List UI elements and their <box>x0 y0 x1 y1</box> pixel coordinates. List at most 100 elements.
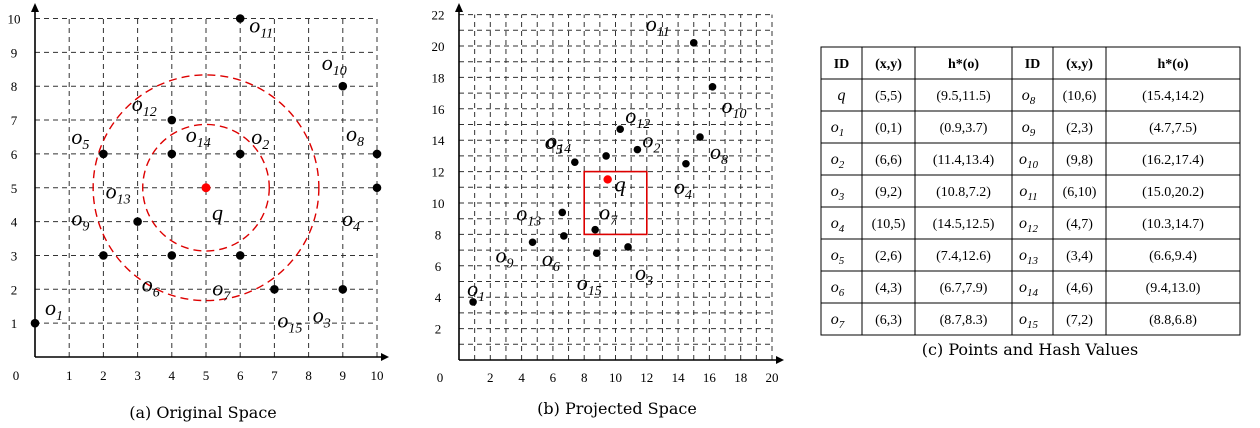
table-cell: (9.4,13.0) <box>1146 281 1201 296</box>
y-tick-label: 2 <box>11 282 18 297</box>
x-axis-arrow <box>381 353 389 361</box>
label-o8: o8 <box>710 139 728 168</box>
id-subscript: 6 <box>839 287 845 299</box>
y-tick-label: 8 <box>11 79 18 94</box>
table-cell: (0,1) <box>875 121 902 136</box>
label-subscript: 12 <box>143 105 157 120</box>
label-base: o <box>342 206 353 231</box>
id-subscript: 7 <box>839 319 845 331</box>
label-o1: o1 <box>45 295 63 324</box>
label-o9: o9 <box>496 242 514 271</box>
table-cell: (16.2,17.4) <box>1142 153 1204 168</box>
query-point <box>603 175 612 184</box>
point-o11 <box>689 39 698 47</box>
y-tick-label: 3 <box>11 248 18 263</box>
table-id-cell: q <box>838 87 846 104</box>
table-id-cell: o12 <box>1019 215 1039 235</box>
label-subscript: 7 <box>223 289 231 304</box>
point-o8 <box>372 149 382 159</box>
label-o10: o10 <box>322 50 347 79</box>
point-o9 <box>528 238 537 247</box>
label-o5: o5 <box>545 129 563 158</box>
label-o5: o5 <box>71 124 89 153</box>
table-cell: (15.0,20.2) <box>1142 185 1204 200</box>
query-box <box>583 170 648 236</box>
x-tick-label: 5 <box>203 368 210 383</box>
y-tick-label: 18 <box>432 70 445 85</box>
point-o10 <box>708 83 717 91</box>
label-subscript: 14 <box>197 136 211 151</box>
table-cell: (9,2) <box>875 185 902 200</box>
point-o4 <box>682 159 690 168</box>
point-o15 <box>270 285 279 294</box>
y-tick-label: 10 <box>8 12 21 27</box>
x-tick-label: 8 <box>305 368 312 383</box>
id-subscript: 1 <box>839 127 845 139</box>
point-o10 <box>338 81 348 91</box>
x-tick-label: 2 <box>100 368 107 383</box>
x-tick-label: 6 <box>237 368 244 383</box>
label-base: o <box>106 179 117 204</box>
table-cell: (8.7,8.3) <box>940 313 988 328</box>
id-subscript: 5 <box>839 255 845 267</box>
label-base: o <box>346 121 357 146</box>
x-tick-label: 3 <box>134 368 141 383</box>
label-base: o <box>635 260 646 285</box>
table-id-cell: o9 <box>1022 119 1036 139</box>
table-id-cell: o4 <box>831 215 845 235</box>
label-o6: o6 <box>542 246 560 275</box>
x-tick-label: 1 <box>66 368 73 383</box>
y-tick-label: 16 <box>432 102 446 117</box>
label-o11: o11 <box>646 11 670 40</box>
id-base: o <box>831 183 839 200</box>
id-subscript: 13 <box>1027 255 1039 267</box>
x-tick-label: 2 <box>487 370 494 385</box>
id-base: o <box>1022 87 1030 104</box>
label-base: o <box>71 205 82 230</box>
label-o6: o6 <box>142 271 160 300</box>
table-cell: (7.4,12.6) <box>936 249 991 264</box>
label-subscript: 7 <box>610 214 618 229</box>
point-o11 <box>235 14 245 23</box>
label-base: o <box>132 91 143 116</box>
label-subscript: 5 <box>556 143 563 158</box>
label-subscript: 1 <box>478 290 485 305</box>
label-o4: o4 <box>342 206 360 235</box>
label-base: o <box>71 124 82 149</box>
point-o2 <box>235 149 245 159</box>
id-subscript: 9 <box>1030 127 1036 139</box>
table-cell: (4,6) <box>1066 281 1093 296</box>
id-base: o <box>1019 151 1027 168</box>
id-base: o <box>831 151 839 168</box>
y-tick-label: 4 <box>11 215 18 230</box>
point-o6 <box>560 232 568 240</box>
label-base: o <box>642 128 653 153</box>
x-tick-label: 16 <box>703 370 717 385</box>
label-base: o <box>322 50 333 75</box>
table-border <box>820 46 1241 336</box>
point-o1 <box>469 298 477 306</box>
label-o3: o3 <box>635 260 653 289</box>
label-subscript: 6 <box>153 285 160 300</box>
table-cell: (10.8,7.2) <box>936 185 991 200</box>
label-base: o <box>599 200 610 225</box>
label-o14: o14 <box>186 122 211 151</box>
table-cell: (6.7,7.9) <box>940 281 988 296</box>
query-range-circle <box>92 74 320 302</box>
point-o1 <box>30 318 40 328</box>
id-base: o <box>1019 311 1027 328</box>
y-tick-label: 14 <box>432 133 446 148</box>
label-base: o <box>545 129 556 154</box>
point-o2 <box>633 145 642 154</box>
label-base: o <box>577 270 588 295</box>
label-subscript: 11 <box>657 25 670 40</box>
point-o8 <box>696 133 704 141</box>
table-cell: (8.8,6.8) <box>1149 313 1197 328</box>
label-o15: o15 <box>577 270 602 299</box>
x-tick-label: 12 <box>640 370 653 385</box>
x-tick-label: 0 <box>437 370 444 385</box>
label-subscript: 2 <box>653 142 660 157</box>
label-subscript: 11 <box>260 27 273 42</box>
y-tick-label: 5 <box>11 181 18 196</box>
